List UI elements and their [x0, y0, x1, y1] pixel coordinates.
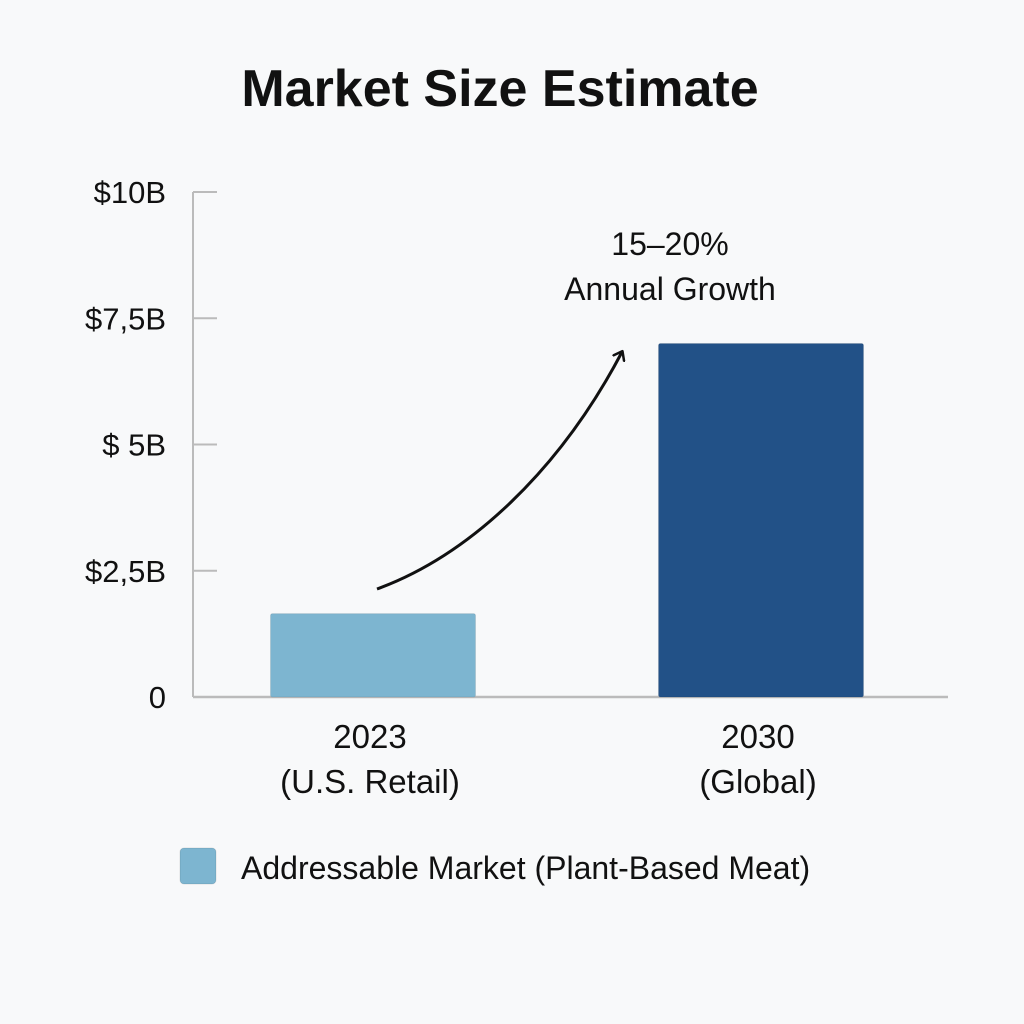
- y-tick-label: $7,5B: [85, 301, 166, 336]
- growth-caption-label: Annual Growth: [564, 271, 776, 307]
- x-category-scope: (Global): [699, 763, 816, 800]
- x-category-year: 2030: [721, 718, 794, 755]
- y-tick-label: $2,5B: [85, 554, 166, 589]
- chart-title: Market Size Estimate: [241, 60, 758, 118]
- y-tick-label: $10B: [94, 175, 166, 210]
- legend-swatch: [179, 847, 217, 885]
- x-category-scope: (U.S. Retail): [280, 763, 460, 800]
- bar-2030: [658, 343, 864, 698]
- bars-group: [270, 343, 864, 698]
- y-tick-label: $ 5B: [102, 428, 166, 463]
- growth-arrow: [376, 352, 622, 591]
- y-axis-ticks: 0 $2,5B $ 5B $7,5B $10B: [85, 175, 217, 715]
- y-tick-label: 0: [149, 680, 166, 715]
- legend-label: Addressable Market (Plant-Based Meat): [241, 850, 810, 886]
- x-category-year: 2023: [333, 718, 406, 755]
- bar-2023: [270, 613, 476, 698]
- growth-rate-label: 15–20%: [611, 226, 728, 262]
- x-axis-categories: 2023 (U.S. Retail) 2030 (Global): [280, 718, 817, 800]
